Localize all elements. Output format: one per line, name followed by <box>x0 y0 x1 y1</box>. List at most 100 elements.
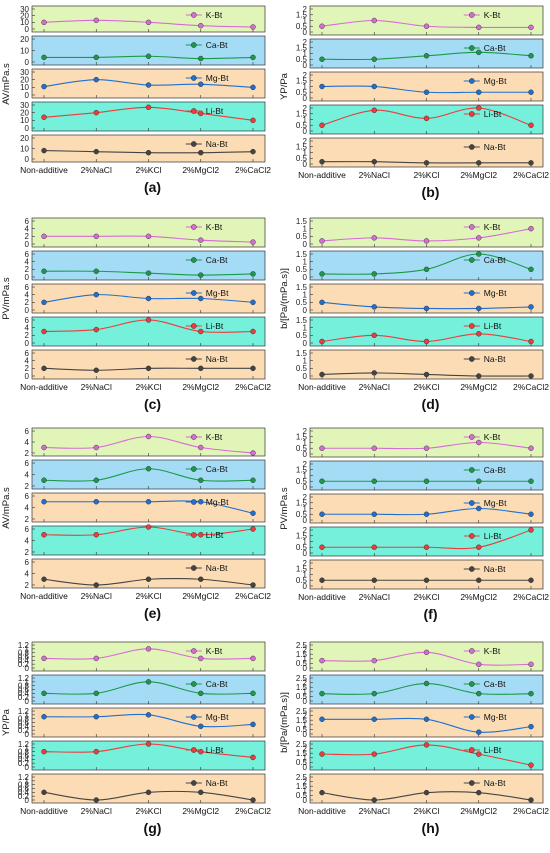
data-point-li-bt <box>476 544 482 550</box>
data-point-li-bt <box>423 115 430 122</box>
data-point-k-bt <box>476 439 482 446</box>
x-tick-label: 2%NaCl <box>359 170 390 180</box>
y-tick-label: 0 <box>25 91 30 100</box>
data-point-ca-bt <box>319 690 325 697</box>
y-tick-label: 0.2 <box>18 660 30 669</box>
data-point-na-bt <box>41 576 47 582</box>
data-point-li-bt <box>371 751 377 757</box>
data-point-li-bt <box>319 544 325 550</box>
data-point-ca-bt <box>423 266 430 273</box>
legend-label: Ca-Bt <box>206 464 228 474</box>
data-point-na-bt <box>93 582 99 588</box>
legend-label: Li-Bt <box>206 745 224 755</box>
y-tick-label: 1 <box>303 148 308 157</box>
chart-panel-c: 0246K-Bt0246Ca-Bt0246Mg-Bt0246Li-Bt0246N… <box>1 217 271 412</box>
data-point-k-bt <box>93 655 99 662</box>
y-tick-label: 0.8 <box>18 747 30 756</box>
data-point-li-bt <box>41 328 47 335</box>
legend-marker <box>468 12 475 18</box>
y-tick-label: 0.4 <box>18 656 30 665</box>
x-tick-label: 2%MgCl2 <box>460 592 497 602</box>
y-tick-label: 1.5 <box>296 650 308 659</box>
legend-marker <box>190 290 197 296</box>
data-point-mg-bt <box>41 83 47 90</box>
y-tick-label: 1 <box>303 471 308 480</box>
data-point-na-bt <box>476 160 482 166</box>
x-tick-label: 2%CaCl2 <box>513 806 549 816</box>
y-tick-label: 6 <box>25 349 30 358</box>
band-na-bt <box>31 773 266 804</box>
y-tick-label: 0.8 <box>18 714 30 723</box>
legend-marker <box>190 565 197 571</box>
data-point-li-bt <box>476 751 482 757</box>
legend-marker <box>190 257 197 263</box>
legend-label: Ca-Bt <box>206 40 228 50</box>
data-point-ca-bt <box>528 478 534 484</box>
y-tick-label: 0.6 <box>18 784 30 793</box>
y-tick-label: 1.5 <box>296 433 308 442</box>
y-tick-label: 0 <box>303 240 308 249</box>
data-point-k-bt <box>371 445 377 451</box>
legend-marker <box>190 141 197 147</box>
x-tick-label: 2%MgCl2 <box>182 806 219 816</box>
data-point-li-bt <box>319 122 325 128</box>
data-point-k-bt <box>41 655 47 662</box>
data-point-ca-bt <box>145 679 152 685</box>
data-point-ca-bt <box>371 478 377 484</box>
y-tick-label: 10 <box>20 18 29 27</box>
data-point-mg-bt <box>198 723 204 730</box>
y-tick-label: 0 <box>25 124 30 133</box>
legend-label: K-Bt <box>206 432 223 442</box>
y-tick-label: 2 <box>303 5 308 14</box>
data-point-k-bt <box>145 19 152 26</box>
data-point-mg-bt <box>41 714 47 720</box>
x-tick-label: 2%MgCl2 <box>182 165 219 175</box>
data-point-mg-bt <box>93 499 99 505</box>
y-tick-label: 30 <box>20 101 29 110</box>
y-tick-label: 1 <box>303 323 308 332</box>
data-point-na-bt <box>93 148 99 155</box>
y-tick-label: 0.5 <box>296 543 308 552</box>
y-tick-label: 0.5 <box>296 758 308 767</box>
data-point-ca-bt <box>145 53 152 59</box>
y-tick-label: 0.8 <box>18 681 30 690</box>
chart-panel-e: 2 4 6 K-Bt 2 4 6 Ca-Bt 2 4 6 Mg-Bt 2 4 6 Li-Bt 2 4 6 Na-Bt N… <box>1 427 271 621</box>
data-point-mg-bt <box>93 76 99 83</box>
data-point-na-bt <box>528 577 534 583</box>
data-point-k-bt <box>41 444 47 451</box>
legend-label: Mg-Bt <box>484 712 507 722</box>
y-tick-label: 0 <box>25 664 30 673</box>
data-point-li-bt <box>198 110 204 117</box>
data-point-k-bt <box>528 225 534 232</box>
legend-label: Mg-Bt <box>484 288 507 298</box>
band-mg-bt <box>309 493 544 524</box>
y-tick-label: 2 <box>303 777 308 786</box>
y-tick-label: 0.8 <box>18 648 30 657</box>
y-tick-label: 0 <box>303 306 308 315</box>
legend-marker <box>468 111 475 117</box>
y-tick-label: 0 <box>303 160 308 169</box>
x-tick-label: 2%CaCl2 <box>235 165 271 175</box>
data-point-k-bt <box>319 238 325 244</box>
data-point-mg-bt <box>371 716 377 722</box>
y-tick-label: 0.6 <box>18 751 30 760</box>
y-tick-label: 0.5 <box>296 364 308 373</box>
data-point-ca-bt <box>476 478 482 484</box>
data-point-na-bt <box>319 371 325 378</box>
y-tick-label: 1 <box>25 678 30 687</box>
legend-marker <box>468 257 475 263</box>
y-tick-label: 2.5 <box>296 740 308 749</box>
data-point-mg-bt <box>371 83 377 90</box>
data-point-k-bt <box>528 24 534 31</box>
y-tick-label: 0.5 <box>296 88 308 97</box>
y-tick-label: 0 <box>303 763 308 772</box>
legend-marker <box>190 323 197 329</box>
data-point-na-bt <box>198 789 204 796</box>
legend-label: K-Bt <box>484 10 501 20</box>
y-tick-label: 1.5 <box>296 250 308 259</box>
y-tick-label: 1.5 <box>296 44 308 53</box>
y-tick-label: 0 <box>303 94 308 103</box>
legend-marker <box>190 648 197 654</box>
legend-label: Ca-Bt <box>484 679 506 689</box>
y-tick-label: 0 <box>303 697 308 706</box>
